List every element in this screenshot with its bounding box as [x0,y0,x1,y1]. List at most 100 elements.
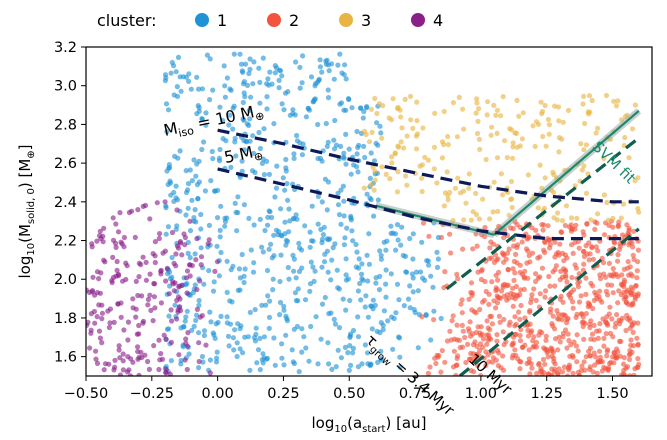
data-point [286,229,292,235]
data-point [587,324,593,331]
data-point [381,239,387,245]
data-point [220,118,226,124]
data-point [199,86,206,92]
data-point [207,309,213,315]
data-point [196,179,202,185]
data-point [374,110,380,117]
data-point [336,325,343,331]
data-point [564,279,570,285]
data-point [186,351,192,357]
data-point [283,332,289,338]
data-point [569,274,575,281]
data-point [588,217,594,223]
data-point [581,147,587,153]
data-point [265,222,271,228]
data-point [350,238,356,244]
data-point [194,236,200,242]
data-point [101,225,107,231]
data-point [467,356,473,362]
data-point [291,268,297,274]
data-point [185,205,191,211]
data-point [414,99,420,105]
data-point [506,295,512,301]
data-point [326,361,332,367]
data-point [508,225,514,231]
data-point [92,320,98,326]
data-point [527,308,533,314]
data-point [408,117,414,123]
data-point [86,289,92,295]
data-point [493,287,499,294]
data-point [120,351,126,357]
data-point [343,161,349,167]
data-point [182,242,188,248]
data-point [189,327,195,333]
data-point [622,373,628,376]
data-point [497,319,503,325]
data-point [489,279,495,285]
data-point [118,239,124,245]
data-point [244,82,251,88]
data-point [166,162,172,168]
data-point [329,257,335,263]
data-point [261,126,267,132]
data-point [389,154,395,160]
data-point [475,118,481,124]
y-tick-label: 2.6 [54,156,77,172]
data-point [335,190,341,196]
data-point [535,205,541,211]
data-point [366,139,373,145]
data-point [425,370,431,376]
data-point [623,294,629,300]
data-point [308,74,315,80]
data-point [279,73,285,79]
data-point [293,212,299,218]
data-point [510,303,516,309]
data-point [399,224,405,230]
data-point [113,221,119,227]
data-point [345,96,352,102]
data-point [600,316,606,322]
legend-title: cluster: [97,11,157,30]
data-point [213,321,219,327]
data-point [172,302,178,308]
data-point [207,370,213,376]
data-point [267,209,273,215]
data-point [457,190,464,196]
data-point [96,328,103,334]
data-point [541,247,547,253]
data-point [96,276,102,282]
data-point [533,297,539,303]
data-point [333,364,339,370]
data-point [164,265,170,271]
data-point [448,250,454,256]
data-point [173,183,179,189]
data-point [341,198,347,204]
data-point [636,209,642,215]
data-point [241,138,247,144]
data-point [335,62,341,68]
data-point [546,122,553,128]
data-point [241,202,247,208]
data-point [630,329,636,335]
data-point [224,258,230,264]
data-point [595,359,601,365]
data-point [361,128,368,134]
data-point [497,295,503,301]
data-point [230,105,236,111]
data-point [431,317,437,323]
data-point [474,130,481,137]
data-point [504,154,510,161]
data-point [375,197,381,203]
data-point [239,251,245,258]
data-point [174,316,180,322]
data-point [542,361,548,367]
data-point [624,222,630,228]
data-point [347,343,353,349]
data-point [442,359,448,365]
data-point [356,256,362,262]
data-point [500,329,506,335]
data-point [320,232,326,238]
data-point [358,297,364,303]
data-point [635,341,641,347]
